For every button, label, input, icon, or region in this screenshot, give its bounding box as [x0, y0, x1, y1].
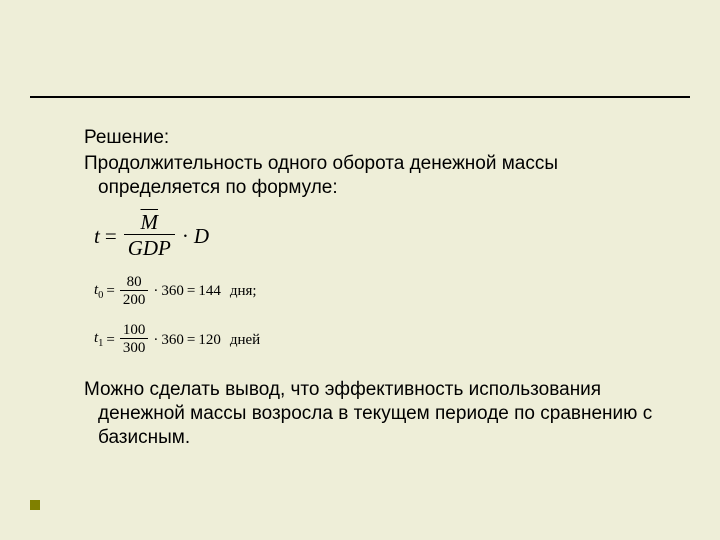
intro-text: Продолжительность одного оборота денежно… [84, 152, 660, 200]
equals-sign: = [187, 331, 195, 350]
multiplier: D [194, 223, 209, 249]
t0-days: 360 [161, 282, 184, 301]
heading: Решение: [84, 126, 660, 150]
numerator: M [141, 210, 159, 234]
t0-result: 144 [198, 282, 221, 301]
calc-t0: t0 = 80 200 · 360 = 144 дня; [94, 274, 660, 310]
t1-num: 100 [120, 322, 149, 340]
calc-t1: t1 = 100 300 · 360 = 120 дней [94, 322, 660, 358]
formula-main: t = M GDP · D t0 = 80 200 · 360 = 144 [94, 211, 660, 358]
slide-content: Решение: Продолжительность одного оборот… [0, 0, 720, 491]
t0-den: 200 [120, 291, 149, 310]
equals-sign: = [106, 331, 114, 350]
t1-var: t1 [94, 329, 103, 350]
equals-sign: = [187, 282, 195, 301]
conclusion-text: Можно сделать вывод, что эффективность и… [84, 378, 660, 449]
denominator: GDP [124, 235, 175, 261]
t1-unit: дней [230, 331, 260, 350]
equals-sign: = [106, 282, 114, 301]
dot-operator: · [182, 223, 189, 249]
t0-unit: дня; [230, 282, 257, 301]
dot-operator: · [153, 331, 158, 350]
dot-operator: · [153, 282, 158, 301]
formula-lhs: t [94, 223, 100, 249]
t1-den: 300 [120, 339, 149, 358]
t0-num: 80 [120, 274, 149, 292]
t1-days: 360 [161, 331, 184, 350]
t1-result: 120 [198, 331, 221, 350]
fraction-main: M GDP [124, 211, 175, 261]
t0-var: t0 [94, 281, 103, 302]
t1-fraction: 100 300 [120, 322, 149, 358]
t0-fraction: 80 200 [120, 274, 149, 310]
accent-square [30, 500, 40, 510]
equals-sign: = [105, 223, 117, 249]
